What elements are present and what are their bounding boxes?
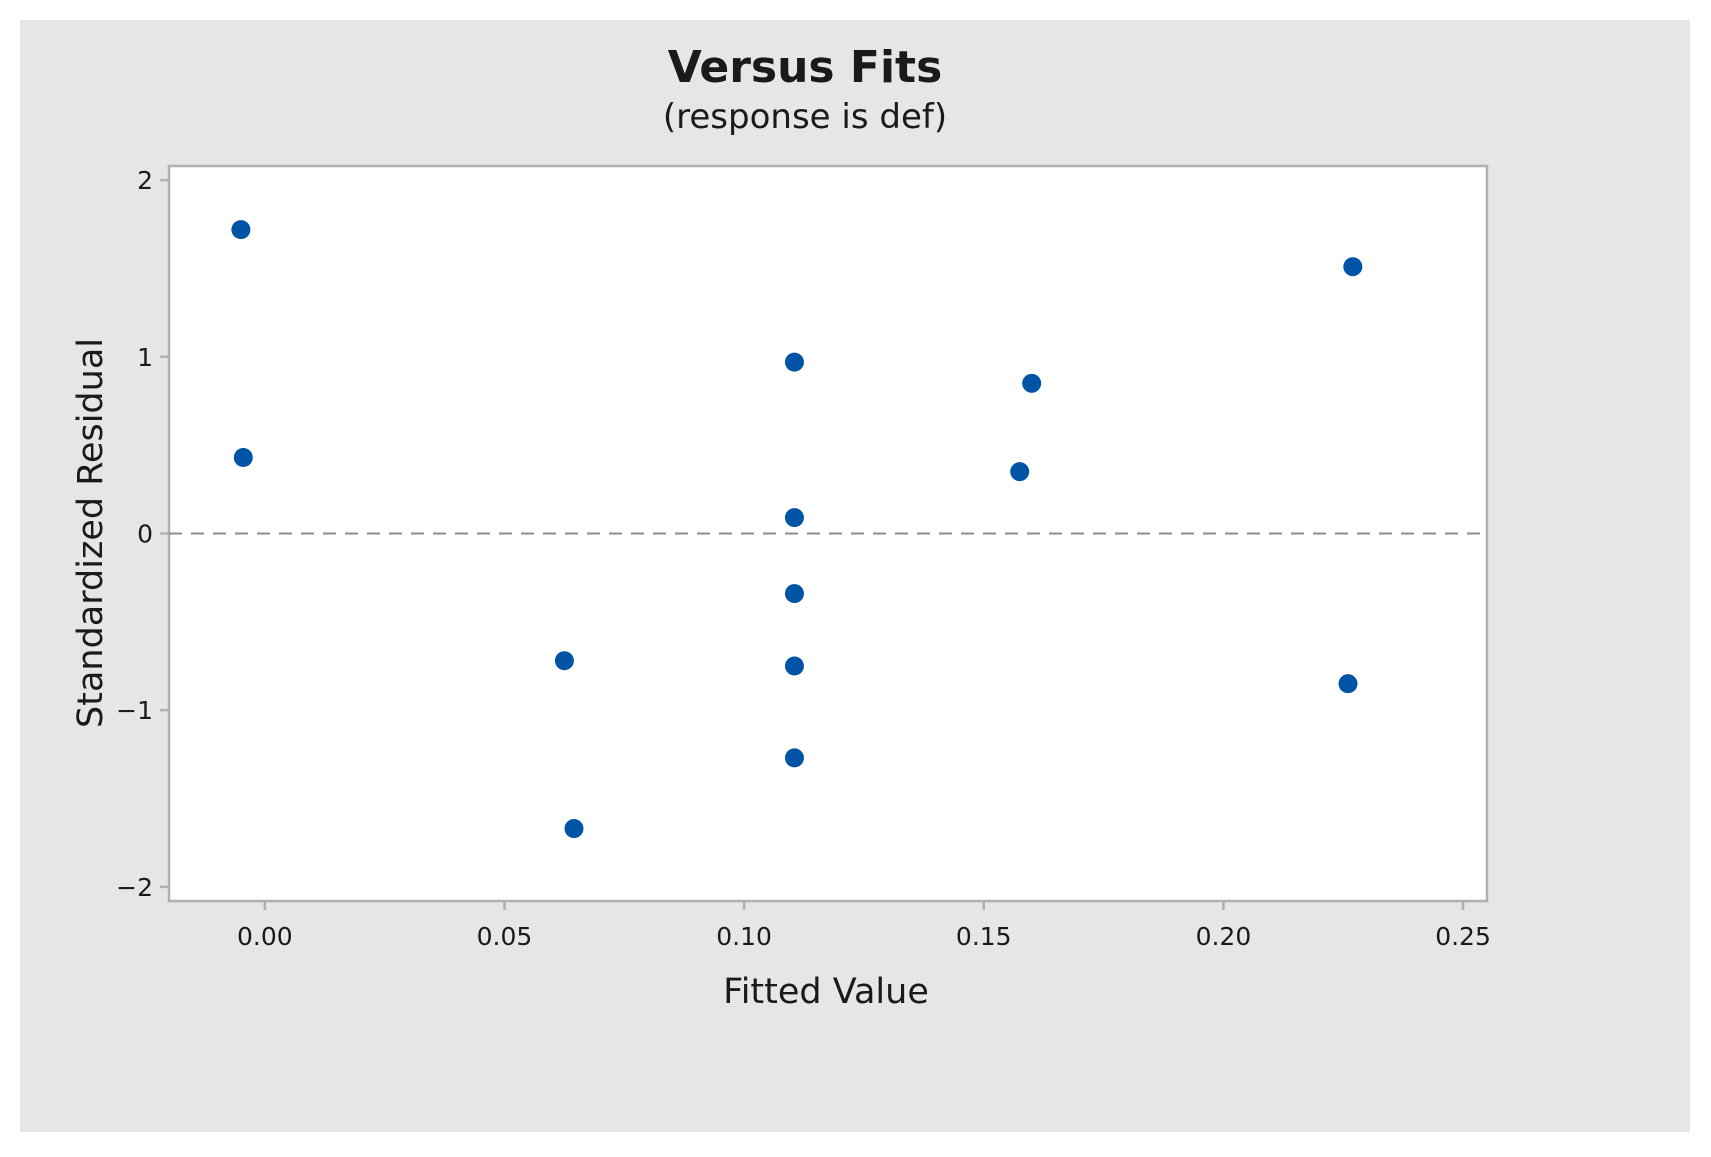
y-tick-label: 2 [137, 166, 153, 195]
data-point [1343, 257, 1363, 277]
data-point [1338, 674, 1358, 694]
data-point [233, 448, 253, 468]
x-tick-label: 0.00 [237, 922, 293, 951]
x-tick-label: 0.10 [716, 922, 772, 951]
x-axis-ticks: 0.00 0.05 0.10 0.15 0.20 0.25 [237, 901, 1491, 951]
plot-area [167, 164, 1489, 903]
scatter-chart: Versus Fits (response is def) 0.00 0.05 0.… [71, 42, 1491, 1012]
data-point [1010, 462, 1030, 482]
data-point [231, 220, 251, 240]
data-point [784, 656, 804, 676]
data-point [784, 508, 804, 528]
data-point [554, 651, 574, 671]
data-point [784, 748, 804, 768]
data-point [784, 352, 804, 372]
x-tick-label: 0.15 [956, 922, 1012, 951]
y-tick-label: 1 [137, 343, 153, 372]
data-point [784, 584, 804, 604]
chart-frame: Versus Fits (response is def) 0.00 0.05 0.… [20, 20, 1690, 1132]
x-tick-label: 0.05 [477, 922, 533, 951]
y-tick-label: −2 [116, 873, 153, 902]
y-tick-label: 0 [137, 520, 153, 549]
y-tick-label: −1 [116, 696, 153, 725]
y-axis-label: Standardized Residual [71, 338, 111, 728]
x-tick-label: 0.25 [1435, 922, 1491, 951]
data-point [564, 819, 584, 839]
chart-title: Versus Fits [668, 42, 943, 93]
data-points [231, 220, 1363, 839]
chart-subtitle: (response is def) [663, 97, 947, 137]
x-axis-label: Fitted Value [723, 972, 929, 1012]
x-tick-label: 0.20 [1196, 922, 1252, 951]
y-axis-ticks: 2 1 0 −1 −2 [116, 166, 169, 902]
data-point [1022, 373, 1042, 393]
